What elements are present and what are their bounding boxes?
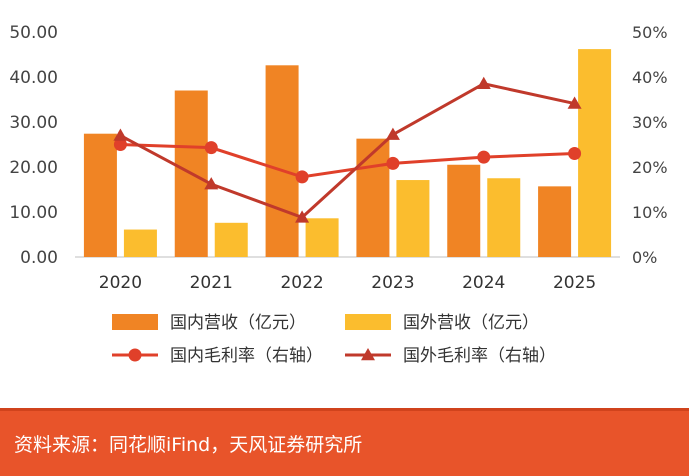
combo-chart: 0.00 10.00 20.00 30.00 40.00 50.00 0% 10% 20% 30%…: [9, 23, 668, 366]
bar-domestic-revenue: [447, 164, 481, 257]
point-foreign-margin: [567, 96, 582, 109]
legend-label-foreign-margin: 国外毛利率（右轴）: [403, 346, 556, 366]
bar-foreign-revenue: [487, 178, 521, 257]
legend-marker-domestic-margin: [128, 348, 142, 362]
bar-foreign-revenue: [123, 229, 157, 257]
y-right-tick-label: 40%: [632, 68, 668, 87]
bar-domestic-revenue: [538, 186, 572, 257]
x-tick-label: 2025: [553, 273, 596, 293]
x-tick-label: 2022: [280, 273, 323, 293]
legend-swatch-foreign-revenue: [345, 314, 391, 330]
source-text: 资料来源：同花顺iFind，天风证券研究所: [14, 434, 363, 456]
y-left-tick-label: 10.00: [9, 203, 58, 223]
legend-label-foreign-revenue: 国外营收（亿元）: [403, 313, 539, 333]
point-foreign-margin: [204, 177, 219, 190]
y-right-tick-label: 50%: [632, 23, 668, 42]
x-tick-label: 2023: [371, 273, 414, 293]
point-domestic-margin: [477, 150, 491, 164]
y-left-tick-label: 40.00: [9, 68, 58, 88]
y-left-tick-label: 30.00: [9, 113, 58, 133]
bar-foreign-revenue: [578, 49, 612, 257]
line-domestic-margin: [120, 143, 575, 179]
bar-domestic-revenue: [83, 133, 117, 257]
point-domestic-margin: [113, 138, 127, 151]
legend-marker-foreign-margin: [361, 348, 375, 361]
footer-divider: [0, 408, 689, 411]
point-foreign-margin: [113, 128, 128, 141]
legend-label-domestic-margin: 国内毛利率（右轴）: [170, 346, 323, 366]
y-right-tick-label: 20%: [632, 158, 668, 177]
y-right-tick-label: 10%: [632, 203, 668, 222]
bar-domestic-revenue: [356, 138, 390, 257]
legend-swatch-domestic-revenue: [112, 314, 158, 330]
point-foreign-margin: [476, 76, 491, 89]
point-domestic-margin: [386, 156, 400, 170]
chart-area: 0.00 10.00 20.00 30.00 40.00 50.00 0% 10% 20% 30%…: [9, 23, 668, 366]
point-domestic-margin: [204, 141, 218, 155]
bar-foreign-revenue: [305, 218, 339, 257]
legend-label-domestic-revenue: 国内营收（亿元）: [170, 313, 306, 333]
point-foreign-margin: [385, 127, 400, 140]
y-right-tick-label: 0%: [632, 248, 657, 267]
x-tick-label: 2021: [190, 273, 233, 293]
point-foreign-margin: [295, 210, 310, 223]
x-tick-label: 2020: [99, 273, 142, 293]
point-domestic-margin: [295, 170, 309, 184]
x-tick-label: 2024: [462, 273, 505, 293]
y-right-tick-label: 30%: [632, 113, 668, 132]
bar-foreign-revenue: [396, 180, 430, 257]
source-footer: 资料来源：同花顺iFind，天风证券研究所: [0, 408, 689, 476]
line-foreign-margin: [119, 82, 575, 220]
y-left-tick-label: 20.00: [9, 158, 58, 178]
bar-foreign-revenue: [214, 222, 248, 257]
point-domestic-margin: [568, 147, 582, 160]
y-left-tick-label: 0.00: [20, 248, 58, 268]
y-left-tick-label: 50.00: [9, 23, 58, 43]
bar-domestic-revenue: [265, 65, 299, 257]
